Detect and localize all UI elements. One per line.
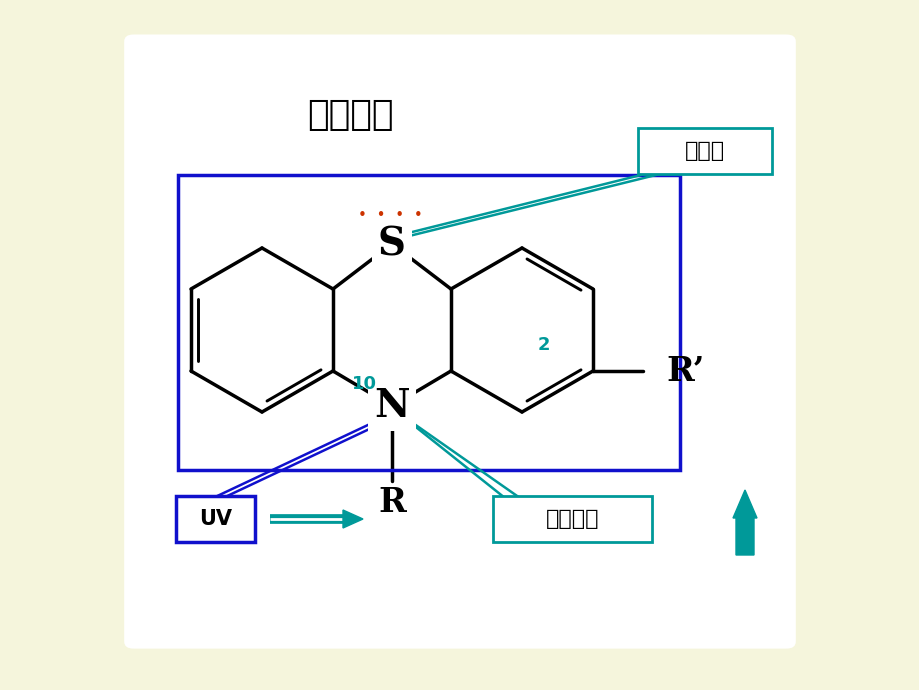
FancyBboxPatch shape — [637, 128, 771, 174]
Text: 还原性: 还原性 — [684, 141, 724, 161]
Text: R’: R’ — [665, 355, 704, 388]
Text: 硫氮杂蒜: 硫氮杂蒜 — [306, 98, 392, 132]
Text: •  •  •  •: • • • • — [357, 208, 422, 224]
Text: 10: 10 — [351, 375, 376, 393]
Text: 极弱熇性: 极弱熇性 — [545, 509, 598, 529]
Text: S: S — [378, 225, 405, 263]
FancyArrow shape — [343, 510, 363, 528]
Text: R: R — [378, 486, 405, 520]
Text: UV: UV — [199, 509, 232, 529]
FancyBboxPatch shape — [493, 496, 652, 542]
Text: 2: 2 — [538, 336, 550, 354]
Bar — [177, 175, 679, 470]
FancyArrow shape — [732, 490, 756, 555]
Text: N: N — [374, 387, 409, 425]
FancyBboxPatch shape — [176, 496, 255, 542]
